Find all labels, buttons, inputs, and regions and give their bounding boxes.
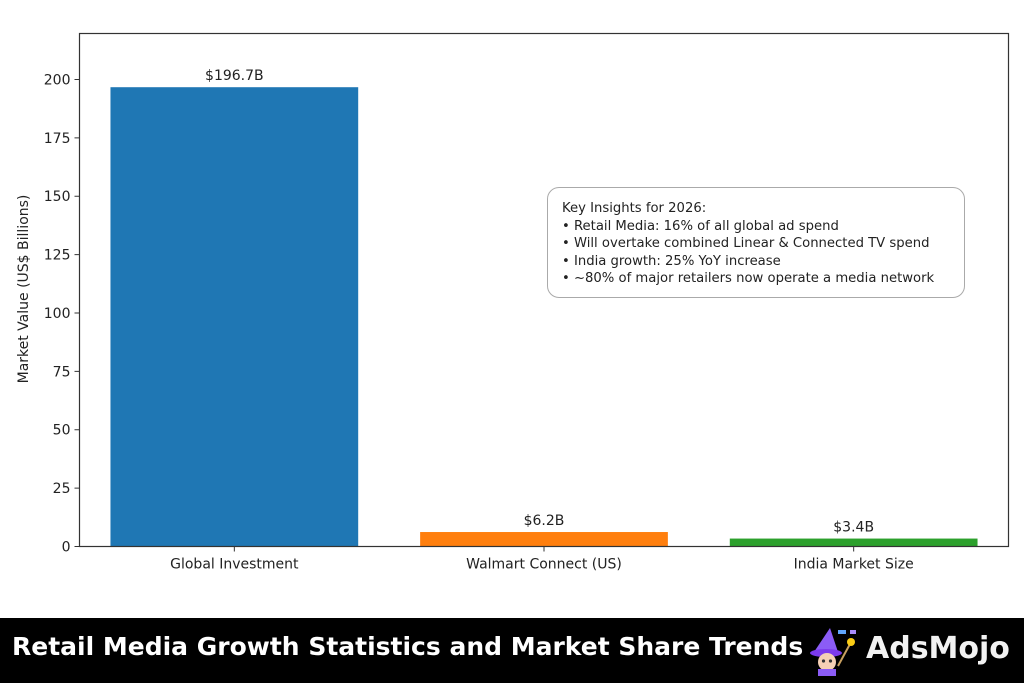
plot-frame [78, 32, 1010, 548]
bar [729, 538, 978, 547]
insight-item: • India growth: 25% YoY increase [562, 253, 781, 269]
y-tick-label: 50 [53, 423, 71, 439]
insight-item: • Will overtake combined Linear & Connec… [562, 236, 930, 251]
data-label: $196.7B [205, 68, 264, 84]
bar [420, 532, 668, 547]
y-tick-label: 150 [44, 189, 71, 205]
y-tick-label: 75 [53, 364, 71, 380]
insight-item: • Retail Media: 16% of all global ad spe… [562, 218, 839, 234]
y-tick-label: 25 [53, 481, 71, 497]
y-tick-label: 125 [44, 248, 71, 264]
footer-banner: Retail Media Growth Statistics and Marke… [0, 618, 1024, 683]
insight-item: • ~80% of major retailers now operate a … [562, 271, 935, 286]
x-tick-label: India Market Size [794, 557, 914, 573]
y-tick-label: 200 [44, 72, 71, 88]
x-tick-label: Walmart Connect (US) [466, 557, 622, 573]
data-label: $6.2B [524, 513, 565, 529]
footer-title: Retail Media Growth Statistics and Marke… [12, 632, 804, 661]
x-tick-label: Global Investment [170, 557, 299, 573]
y-tick-label: 175 [44, 131, 71, 147]
y-tick-label: 0 [62, 540, 71, 556]
key-insights-box: Key Insights for 2026: • Retail Media: 1… [547, 187, 965, 298]
y-axis-label: Market Value (US$ Billions) [16, 195, 32, 384]
y-tick-label: 100 [44, 306, 71, 322]
wizard-mascot-icon [810, 628, 856, 676]
data-label: $3.4B [833, 520, 874, 536]
bar-chart: Market Value (US$ Billions) 0 25 50 75 100 12… [16, 32, 1010, 573]
brand-name: AdsMojo [866, 631, 1010, 666]
insights-title: Key Insights for 2026: [562, 201, 707, 216]
bar [110, 87, 359, 547]
